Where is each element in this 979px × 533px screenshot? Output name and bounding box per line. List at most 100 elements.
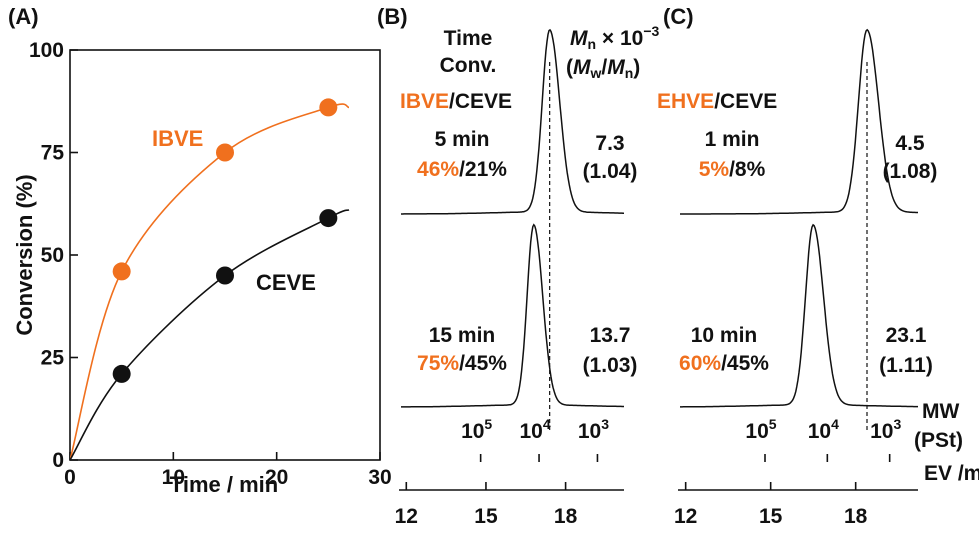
x-tick-label: 30 — [368, 466, 391, 489]
ev-tick-label: 12 — [395, 505, 418, 528]
data-point-ceve — [216, 266, 234, 285]
slash: / — [601, 56, 607, 79]
x-tick-label: 0 — [64, 466, 76, 489]
conv-ehve: 5% — [699, 158, 730, 181]
gpc-trace — [680, 28, 918, 215]
panel-label-c: (C) — [663, 4, 694, 29]
conv-ceve: /45% — [721, 352, 769, 375]
mw-tick-base: 10 — [808, 420, 831, 443]
conv-header: Conv. — [440, 54, 497, 77]
mw-tick-exponent: 3 — [601, 416, 609, 432]
mw-tick-label: 105 — [461, 416, 492, 443]
data-point-ceve — [319, 209, 338, 228]
trace-dispersity: (1.03) — [583, 354, 638, 377]
mw-tick-exponent: 4 — [831, 416, 839, 432]
gpc-trace — [401, 28, 624, 215]
trace-conversion: 46%/21% — [417, 158, 507, 181]
time-header: Time — [444, 27, 493, 50]
conv-ceve: /8% — [729, 158, 766, 181]
y-axis-title: Conversion (%) — [12, 174, 37, 335]
conv-ibve: 75% — [417, 352, 459, 375]
trace-conversion: 75%/45% — [417, 352, 507, 375]
trace-mn: 13.7 — [590, 324, 631, 347]
data-point-ibve — [112, 262, 131, 281]
y-tick-label: 25 — [41, 347, 65, 370]
trace-mn: 4.5 — [895, 132, 925, 155]
mw-tick-exponent: 4 — [543, 416, 551, 432]
x-tick-label: 20 — [265, 466, 288, 489]
monomer-ceve: /CEVE — [449, 90, 512, 113]
series-label-ibve: IBVE — [152, 126, 203, 151]
mw-tick-label: 105 — [745, 416, 776, 443]
trace-time: 1 min — [705, 128, 760, 151]
trace-mn: 7.3 — [595, 132, 624, 155]
x-tick-label: 10 — [162, 466, 185, 489]
conv-ehve: 60% — [679, 352, 721, 375]
mw-tick-base: 10 — [870, 420, 893, 443]
mn-exponent: −3 — [643, 23, 659, 39]
mw-tick-label: 104 — [519, 416, 550, 443]
conv-ceve: /21% — [459, 158, 507, 181]
y-tick-label: 50 — [41, 244, 64, 267]
paren-close: ) — [633, 56, 640, 79]
mn-subscript: n — [588, 36, 597, 52]
conv-ceve: /45% — [459, 352, 507, 375]
mn-subscript-2: n — [625, 65, 634, 81]
ev-tick-label: 18 — [844, 505, 868, 528]
trace-dispersity: (1.11) — [879, 354, 933, 377]
y-tick-label: 0 — [52, 449, 64, 472]
conversion-plot: 0 10 20 30 0 25 50 75 100 Time / min Conversion … — [12, 39, 392, 497]
dispersity-header: (Mw/Mn) — [566, 56, 640, 81]
ev-axis-label: EV /ml — [924, 462, 979, 485]
gpc-trace — [401, 223, 624, 408]
mw-tick-label: 104 — [808, 416, 839, 443]
mw-tick-exponent: 3 — [893, 416, 901, 432]
mw-tick-exponent: 5 — [484, 416, 492, 432]
data-point-ceve — [112, 364, 131, 383]
trace-dispersity: (1.04) — [583, 160, 638, 183]
data-point-ibve — [216, 143, 234, 162]
y-tick-label: 75 — [41, 142, 65, 165]
series-label-ceve: CEVE — [256, 270, 316, 295]
mw-tick-label: 103 — [578, 416, 609, 443]
ev-tick-label: 15 — [474, 505, 498, 528]
monomer-ibve: IBVE — [400, 90, 449, 113]
mw-axis-unit: (PSt) — [914, 429, 963, 452]
trace-time: 5 min — [435, 128, 490, 151]
ev-tick-label: 15 — [759, 505, 783, 528]
mw-tick-base: 10 — [461, 420, 484, 443]
mw-subscript: w — [590, 65, 602, 81]
mn-header: Mn × 10−3 — [570, 23, 660, 52]
mn-symbol-2: M — [607, 56, 625, 79]
monomer-ehve: EHVE — [657, 90, 714, 113]
mw-symbol: M — [573, 56, 591, 79]
ev-tick-label: 18 — [554, 505, 578, 528]
mw-tick-exponent: 5 — [769, 416, 777, 432]
monomer-header-c: EHVE/CEVE — [657, 90, 777, 113]
mw-axis-label: MW — [922, 400, 959, 423]
gpc-trace — [680, 223, 918, 408]
data-point-ibve — [319, 98, 338, 117]
x-axis-title: Time / min — [170, 472, 278, 497]
trace-conversion: 60%/45% — [679, 352, 769, 375]
panel-label-a: (A) — [8, 4, 39, 29]
monomer-ceve: /CEVE — [714, 90, 777, 113]
monomer-header-b: IBVE/CEVE — [400, 90, 512, 113]
mw-tick-base: 10 — [578, 420, 601, 443]
mn-symbol: M — [570, 27, 588, 50]
panel-label-b: (B) — [377, 4, 408, 29]
mn-times: × 10 — [596, 27, 643, 50]
mw-tick-base: 10 — [519, 420, 542, 443]
conv-ibve: 46% — [417, 158, 459, 181]
trace-dispersity: (1.08) — [883, 160, 938, 183]
gpc-panel-b: Time Conv. Mn × 10−3 (Mw/Mn) IBVE/CEVE 5… — [395, 23, 660, 528]
fit-curve-ceve — [70, 209, 350, 460]
gpc-panel-c: EHVE/CEVE 1 min 5%/8% 4.5 (1.08) 10 min … — [657, 28, 979, 528]
ev-tick-label: 12 — [674, 505, 697, 528]
trace-mn: 23.1 — [886, 324, 927, 347]
y-tick-label: 100 — [29, 39, 64, 62]
trace-conversion: 5%/8% — [699, 158, 766, 181]
trace-time: 10 min — [691, 324, 758, 347]
mw-tick-base: 10 — [745, 420, 768, 443]
